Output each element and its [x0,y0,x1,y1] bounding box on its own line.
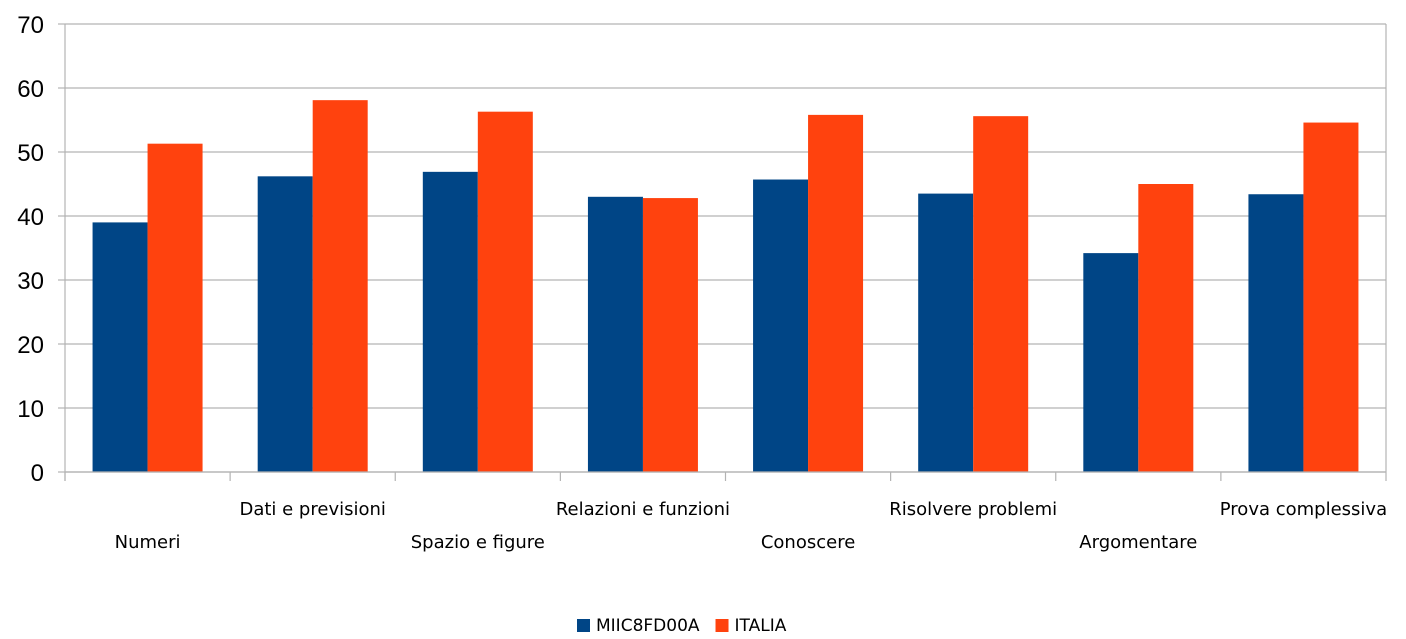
y-tick-label: 0 [31,460,44,487]
legend-label: ITALIA [735,616,787,636]
bar-italia [312,100,368,472]
legend: MIIC8FD00A ITALIA [577,616,787,636]
bar-miic8fd00a [587,196,643,473]
legend-swatch-italia [715,619,729,632]
bars [92,100,1359,473]
y-tick-label: 20 [17,332,44,359]
x-tick-label: Relazioni e funzioni [556,499,730,520]
x-tick-label: Risolvere problemi [889,499,1057,520]
y-tick-label: 10 [17,396,44,423]
bar-miic8fd00a [257,176,313,472]
bar-miic8fd00a [422,171,478,472]
bar-italia [1138,184,1194,472]
bar-italia [147,143,203,472]
y-tick-label: 60 [17,76,44,103]
bar-miic8fd00a [92,222,148,472]
bar-miic8fd00a [1083,253,1139,472]
y-tick-label: 70 [17,12,44,39]
y-tick-label: 30 [17,268,44,295]
bar-italia [477,111,533,473]
y-tick-label: 50 [17,140,44,167]
x-tick-label: Dati e previsioni [239,499,385,520]
y-tick-label: 40 [17,204,44,231]
bar-italia [1303,122,1359,472]
bar-miic8fd00a [1248,194,1304,473]
bar-italia [973,116,1029,472]
x-tick-label: Conoscere [761,532,855,553]
bar-italia [642,198,698,472]
x-axis: Numeri Dati e previsioni Spazio e figure Re… [64,471,1387,553]
x-tick-label: Argomentare [1079,532,1197,553]
bar-italia [808,114,864,472]
legend-label: MIIC8FD00A [596,616,700,636]
bar-miic8fd00a [918,193,974,472]
x-tick-label: Spazio e figure [411,532,545,553]
bar-miic8fd00a [753,179,809,472]
x-tick-label: Prova complessiva [1220,499,1387,520]
x-tick-label: Numeri [115,532,181,553]
legend-swatch-miic8fd00a [577,619,590,632]
y-axis: 0 10 20 30 40 50 60 70 [17,12,1387,487]
